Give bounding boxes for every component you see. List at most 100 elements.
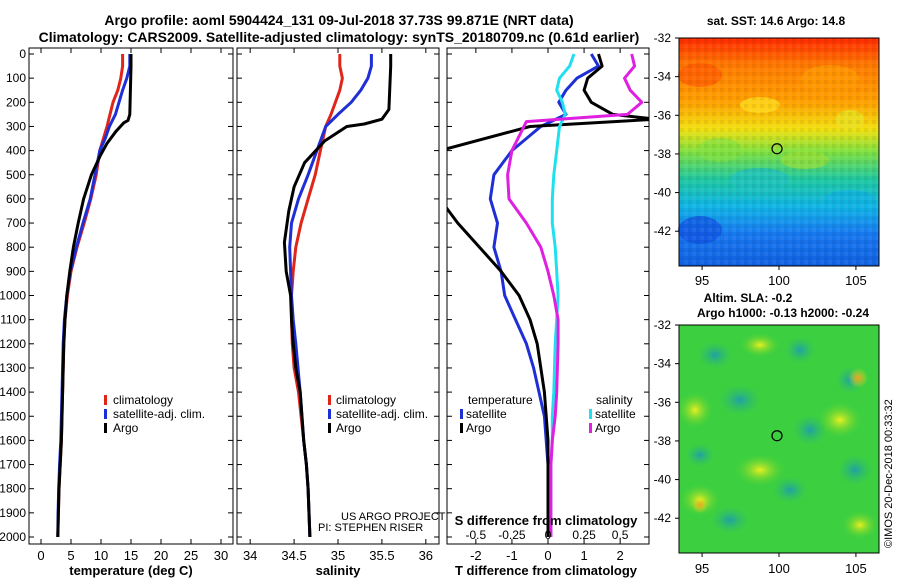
x-tick-label: 20 [154, 548, 168, 563]
map-y-tick-label: -40 [654, 186, 672, 200]
series-line-argo-2 [56, 54, 133, 538]
x-tick-label: 36 [419, 548, 433, 563]
depth-tick-label: 600 [6, 192, 26, 206]
depth-tick-label: 300 [6, 119, 26, 133]
x-tick-label: -2 [470, 548, 482, 563]
depth-tick-label: 1000 [0, 289, 26, 303]
depth-tick-label: 1200 [0, 337, 26, 351]
salinity-legend: climatology satellite-adj. clim. Argo [328, 393, 428, 435]
temperature-xlabel: temperature (deg C) [69, 563, 193, 578]
x-tick-label: -1 [506, 548, 518, 563]
map-y-tick-label: -36 [654, 108, 672, 122]
salinity-panel: 34 34.5 35 35.5 36 salinity climatology sate… [236, 47, 446, 578]
salinity-legend-argo: Argo [336, 421, 362, 435]
x-tick-label: 5 [67, 548, 74, 563]
map-y-tick-label: -42 [654, 224, 672, 238]
map-y-tick-label: -32 [654, 318, 672, 332]
map-y-tick-label: -34 [654, 70, 672, 84]
difference-legend-temperature: temperature [468, 393, 533, 407]
depth-tick-label: 1900 [0, 506, 26, 520]
temperature-legend-satellite: satellite-adj. clim. [113, 407, 205, 421]
imos-timestamp: ©IMOS 20-Dec-2018 00:33:32 [883, 399, 895, 548]
s-diff-tick-label: 0.25 [572, 528, 596, 542]
sst-map-title: sat. SST: 14.6 Argo: 14.8 [707, 14, 846, 28]
legend-swatch-climatology [104, 395, 107, 405]
depth-tick-label: 0 [19, 47, 26, 61]
x-tick-label: 0 [37, 548, 44, 563]
depth-tick-label: 200 [6, 95, 26, 109]
depth-tick-label: 1400 [0, 385, 26, 399]
sla-texture [677, 333, 878, 539]
map-y-tick-label: -34 [654, 357, 672, 371]
difference-legend-s-satellite: satellite [595, 407, 636, 421]
difference-legend-t-argo: Argo [466, 421, 492, 435]
depth-tick-label: 1800 [0, 482, 26, 496]
depth-tick-label: 1300 [0, 361, 26, 375]
x-tick-label: 35 [331, 548, 345, 563]
legend-swatch-s-argo [589, 423, 592, 433]
legend-swatch-satellite [328, 409, 331, 419]
depth-tick-label: 1500 [0, 409, 26, 423]
map-y-tick-label: -38 [654, 147, 672, 161]
legend-swatch-climatology [328, 395, 331, 405]
figure-title-line1: Argo profile: aoml 5904424_131 09-Jul-20… [104, 12, 573, 28]
argo-position-marker [771, 143, 783, 155]
legend-swatch-t-satellite [460, 409, 463, 419]
legend-swatch-argo [104, 423, 107, 433]
salinity-xlabel: salinity [316, 563, 362, 578]
depth-tick-label: 500 [6, 168, 26, 182]
map-y-tick-label: -32 [654, 31, 672, 45]
temperature-legend: climatology satellite-adj. clim. Argo [104, 393, 205, 435]
map-x-tick-label: 100 [768, 561, 790, 576]
legend-swatch-argo [328, 423, 331, 433]
map-y-tick-label: -40 [654, 473, 672, 487]
x-tick-label: 2 [617, 548, 624, 563]
sst-map: sat. SST: 14.6 Argo: 14.8 95 100 105 -32 -34… [654, 14, 880, 288]
difference-legend-s-argo: Argo [595, 421, 621, 435]
x-tick-label: 25 [184, 548, 198, 563]
difference-xlabel-t: T difference from climatology [455, 563, 638, 578]
depth-tick-label: 700 [6, 216, 26, 230]
depth-tick-label: 100 [6, 71, 26, 85]
x-tick-label: 34.5 [281, 548, 306, 563]
x-tick-label: 15 [124, 548, 138, 563]
depth-tick-label: 2000 [0, 530, 26, 544]
x-tick-label: 30 [214, 548, 228, 563]
x-tick-label: 35.5 [369, 548, 394, 563]
depth-tick-label: 1100 [0, 313, 26, 327]
map-y-tick-label: -42 [654, 511, 672, 525]
map-y-tick-label: -36 [654, 395, 672, 409]
legend-swatch-s-satellite [589, 409, 592, 419]
difference-legend-t-satellite: satellite [466, 407, 507, 421]
s-diff-tick-label: 0 [545, 528, 552, 542]
difference-legend: temperature satellite Argo salinity sate… [460, 393, 636, 435]
map-x-tick-label: 100 [768, 273, 790, 288]
sla-map: Altim. SLA: -0.2 Argo h1000: -0.13 h2000… [654, 291, 880, 576]
sst-texture [678, 38, 879, 266]
legend-swatch-satellite [104, 409, 107, 419]
s-diff-tick-label: -0.25 [498, 528, 526, 542]
credits-pi: PI: STEPHEN RISER [318, 522, 423, 534]
salinity-legend-satellite: satellite-adj. clim. [336, 407, 428, 421]
difference-legend-salinity: salinity [596, 393, 633, 407]
depth-tick-label: 1700 [0, 458, 26, 472]
map-x-tick-label: 105 [845, 561, 867, 576]
map-x-tick-label: 95 [695, 561, 709, 576]
depth-tick-label: 1600 [0, 433, 26, 447]
map-x-tick-label: 95 [695, 273, 709, 288]
salinity-legend-climatology: climatology [336, 393, 396, 407]
temperature-legend-argo: Argo [113, 421, 139, 435]
series-line-argo-1 [447, 53, 649, 537]
x-tick-label: 34 [243, 548, 257, 563]
series-line-argo-2 [282, 54, 393, 538]
depth-tick-label: 400 [6, 144, 26, 158]
argo-position-marker [771, 430, 783, 442]
map-x-tick-label: 105 [845, 273, 867, 288]
difference-xlabel-s: S difference from climatology [455, 513, 639, 528]
figure-title-line2: Climatology: CARS2009. Satellite-adjuste… [39, 29, 640, 45]
x-tick-label: 10 [94, 548, 108, 563]
legend-swatch-t-argo [460, 423, 463, 433]
temperature-legend-climatology: climatology [113, 393, 173, 407]
temperature-panel: 0 5 10 15 20 25 30 0 100 200 300 400 500 600 700 800 90… [0, 47, 234, 578]
